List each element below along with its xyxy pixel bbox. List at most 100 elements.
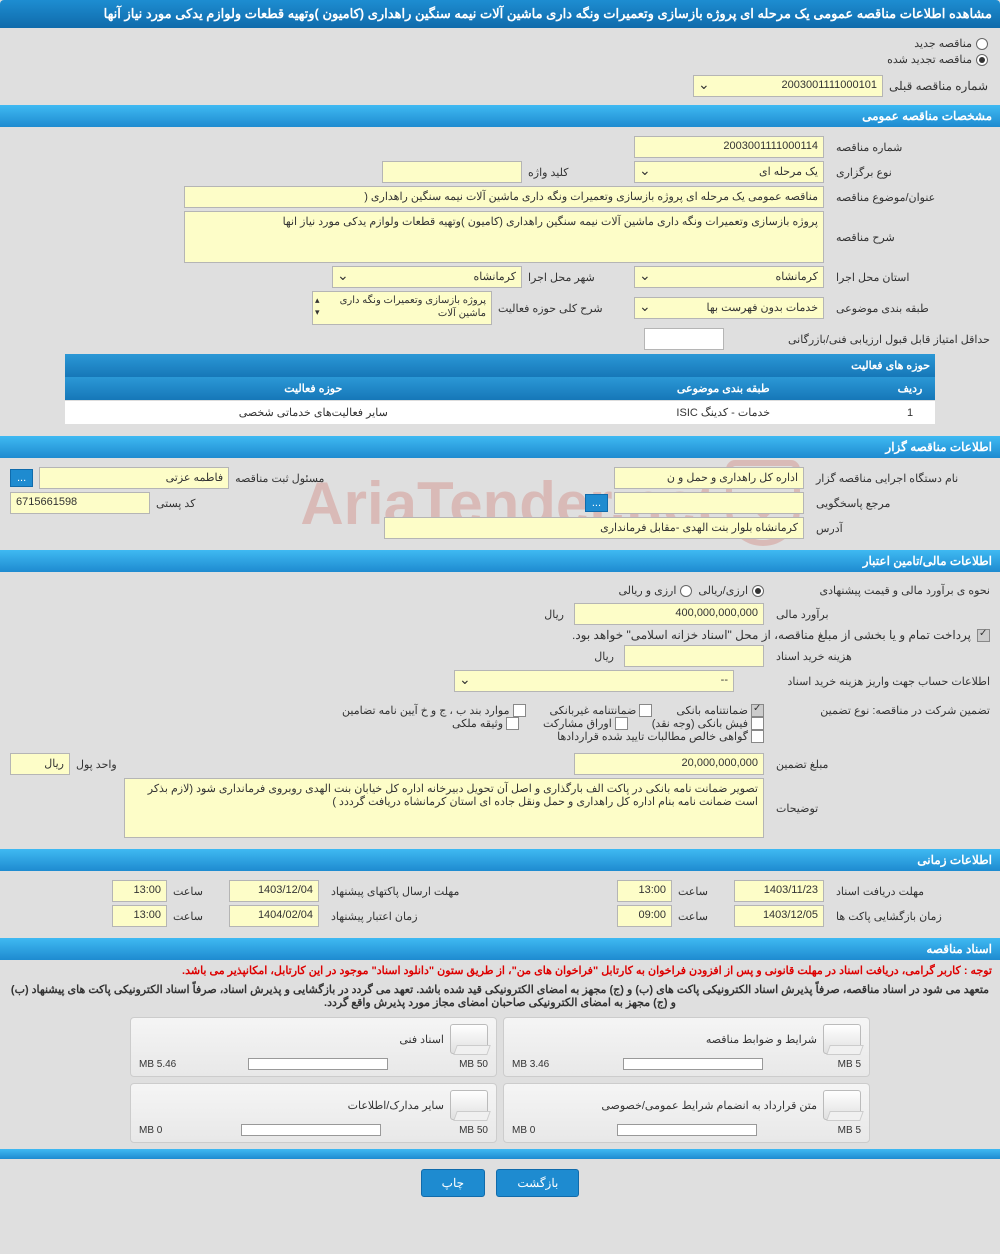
check-icon (513, 704, 526, 717)
chk-other[interactable]: موارد بند ب ، ج و خ آیین نامه تضامین (342, 704, 525, 717)
agency-field[interactable]: اداره کل راهداری و حمل و ن (614, 467, 804, 489)
chk-bank-label: ضمانتنامه بانکی (676, 704, 748, 717)
time-label1: ساعت (678, 885, 728, 898)
responder-more-button[interactable]: ... (585, 494, 608, 512)
progress-bar (623, 1058, 763, 1070)
folder-icon (450, 1090, 488, 1120)
notes-field[interactable]: تصویر ضمانت نامه بانکی در پاکت الف بارگذ… (124, 778, 764, 838)
col-row: ردیف (885, 377, 935, 401)
check-icon (977, 629, 990, 642)
section-holder: اطلاعات مناقصه گزار (0, 436, 1000, 458)
registrar-more-button[interactable]: ... (10, 469, 33, 487)
city-select[interactable]: کرمانشاه (332, 266, 522, 288)
purchase-cost-label: هزینه خرید اسناد (770, 650, 990, 663)
scope-listbox[interactable]: پروژه بازسازی وتعمیرات ونگه داری ماشین آ… (312, 291, 492, 325)
min-score-field[interactable] (644, 328, 724, 350)
desc-field[interactable]: پروژه بازسازی وتعمیرات ونگه داری ماشین آ… (184, 211, 824, 263)
receipt-date[interactable]: 1403/11/23 (734, 880, 824, 902)
purchase-cost-field[interactable] (624, 645, 764, 667)
activity-table-title: حوزه های فعالیت (65, 354, 935, 377)
radio-both[interactable]: ارزی و ریالی (618, 584, 692, 597)
method-label: نحوه ی برآورد مالی و قیمت پیشنهادی (770, 584, 990, 597)
responder-label: مرجع پاسخگویی (810, 497, 990, 510)
valid-time[interactable]: 13:00 (112, 905, 167, 927)
radio-icon (976, 38, 988, 50)
number-field[interactable]: 2003001111000114 (634, 136, 824, 158)
doc-title: متن قرارداد به انضمام شرایط عمومی/خصوصی (601, 1099, 817, 1112)
time-label3: ساعت (678, 910, 728, 923)
postal-field[interactable]: 6715661598 (10, 492, 150, 514)
chk-cert[interactable]: گواهی خالص مطالبات تایید شده قراردادها (557, 730, 764, 743)
chk-cash[interactable]: فیش بانکی (وجه نقد) (652, 717, 764, 730)
method-opt2: ارزی و ریالی (618, 584, 676, 597)
radio-new[interactable]: مناقصه جدید (12, 37, 988, 50)
progress-bar (241, 1124, 381, 1136)
doc-card[interactable]: اسناد فنی 50 MB5.46 MB (130, 1017, 497, 1077)
province-select[interactable]: کرمانشاه (634, 266, 824, 288)
print-button[interactable]: چاپ (421, 1169, 485, 1197)
radio-renewed[interactable]: مناقصه تجدید شده (12, 53, 988, 66)
open-label: زمان بازگشایی پاکت ها (830, 910, 990, 923)
guarantee-amount-field[interactable]: 20,000,000,000 (574, 753, 764, 775)
submit-time[interactable]: 13:00 (112, 880, 167, 902)
open-time[interactable]: 09:00 (617, 905, 672, 927)
activity-table: حوزه های فعالیت ردیف طبقه بندی موضوعی حو… (65, 354, 935, 424)
cell-row: 1 (885, 401, 935, 425)
receipt-time[interactable]: 13:00 (617, 880, 672, 902)
doc-title: اسناد فنی (399, 1033, 444, 1046)
currency-unit2: ریال (590, 650, 618, 663)
province-label: استان محل اجرا (830, 271, 990, 284)
classification-select[interactable]: خدمات بدون فهرست بها (634, 297, 824, 319)
estimate-field[interactable]: 400,000,000,000 (574, 603, 764, 625)
prev-number-label: شماره مناقصه قبلی (889, 79, 988, 93)
back-button[interactable]: بازگشت (496, 1169, 579, 1197)
currency-unit-field[interactable]: ریال (10, 753, 70, 775)
account-select[interactable]: -- (454, 670, 734, 692)
radio-icon (752, 585, 764, 597)
section-financial: اطلاعات مالی/تامین اعتبار (0, 550, 1000, 572)
radio-icon (976, 54, 988, 66)
doc-card[interactable]: متن قرارداد به انضمام شرایط عمومی/خصوصی … (503, 1083, 870, 1143)
min-score-label: حداقل امتیاز قابل قبول ارزیابی فنی/بازرگ… (730, 333, 990, 346)
chk-bonds[interactable]: اوراق مشارکت (543, 717, 628, 730)
col-classification: طبقه بندی موضوعی (562, 377, 885, 401)
chk-nonbank[interactable]: ضمانتنامه غیربانکی (550, 704, 653, 717)
section-general: مشخصات مناقصه عمومی (0, 105, 1000, 127)
keyword-field[interactable] (382, 161, 522, 183)
doc-card[interactable]: سایر مدارک/اطلاعات 50 MB0 MB (130, 1083, 497, 1143)
keyword-label: کلید واژه (528, 166, 628, 179)
chk-property[interactable]: وثیقه ملکی (452, 717, 519, 730)
radio-new-label: مناقصه جدید (914, 37, 972, 50)
check-icon (751, 704, 764, 717)
type-select[interactable]: یک مرحله ای (634, 161, 824, 183)
radio-icon (680, 585, 692, 597)
chk-bank[interactable]: ضمانتنامه بانکی (676, 704, 764, 717)
address-field[interactable]: کرمانشاه بلوار بنت الهدی -مقابل فرماندار… (384, 517, 804, 539)
doc-max: 5 MB (838, 1059, 861, 1070)
account-label: اطلاعات حساب جهت واریز هزینه خرید اسناد (740, 675, 990, 688)
prev-number-select[interactable]: 2003001111000101 (693, 75, 883, 97)
cell-classification: خدمات - کدینگ ISIC (562, 401, 885, 425)
number-label: شماره مناقصه (830, 141, 990, 154)
progress-bar (617, 1124, 757, 1136)
estimate-label: برآورد مالی (770, 608, 990, 621)
folder-icon (450, 1024, 488, 1054)
section-timing: اطلاعات زمانی (0, 849, 1000, 871)
radio-rial[interactable]: ارزی/ریالی (698, 584, 764, 597)
subject-field[interactable]: مناقصه عمومی یک مرحله ای پروژه بازسازی و… (184, 186, 824, 208)
valid-date[interactable]: 1404/02/04 (229, 905, 319, 927)
time-label2: ساعت (173, 885, 223, 898)
radio-renewed-label: مناقصه تجدید شده (887, 53, 972, 66)
postal-label: کد پستی (156, 497, 256, 510)
doc-card[interactable]: شرایط و ضوابط مناقصه 5 MB3.46 MB (503, 1017, 870, 1077)
submit-date[interactable]: 1403/12/04 (229, 880, 319, 902)
registrar-field[interactable]: فاطمه عزتی (39, 467, 229, 489)
cell-activity: سایر فعالیت‌های خدماتی شخصی (65, 401, 562, 425)
doc-title: شرایط و ضوابط مناقصه (706, 1033, 817, 1046)
guarantee-type-label: تضمین شرکت در مناقصه: نوع تضمین (770, 704, 990, 717)
table-row[interactable]: 1 خدمات - کدینگ ISIC سایر فعالیت‌های خدم… (65, 401, 935, 425)
open-date[interactable]: 1403/12/05 (734, 905, 824, 927)
responder-field[interactable] (614, 492, 804, 514)
check-icon (506, 717, 519, 730)
check-icon (639, 704, 652, 717)
